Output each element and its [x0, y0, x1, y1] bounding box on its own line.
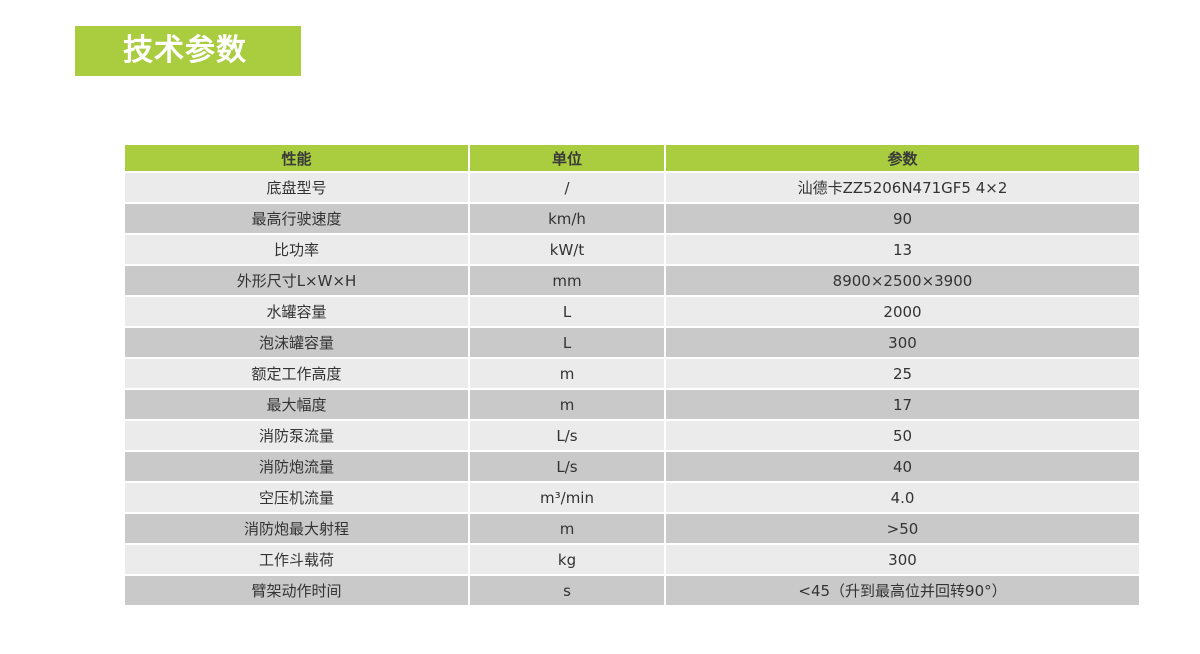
cell-performance: 外形尺寸L×W×H — [123, 264, 470, 297]
cell-performance: 空压机流量 — [123, 481, 470, 514]
table-row: 臂架动作时间 s <45（升到最高位并回转90°） — [123, 574, 1141, 607]
cell-parameter: 40 — [664, 450, 1141, 483]
table-row: 消防炮最大射程 m >50 — [123, 512, 1141, 545]
cell-unit: km/h — [468, 202, 666, 235]
cell-parameter: 汕德卡ZZ5206N471GF5 4×2 — [664, 171, 1141, 204]
cell-parameter: 4.0 — [664, 481, 1141, 514]
cell-performance: 水罐容量 — [123, 295, 470, 328]
table-row: 最大幅度 m 17 — [123, 388, 1141, 421]
spec-table: 性能 单位 参数 底盘型号 / 汕德卡ZZ5206N471GF5 4×2 最高行驶速度… — [123, 145, 1141, 607]
table-row: 泡沫罐容量 L 300 — [123, 326, 1141, 359]
cell-unit: L/s — [468, 419, 666, 452]
cell-performance: 额定工作高度 — [123, 357, 470, 390]
table-row: 工作斗载荷 kg 300 — [123, 543, 1141, 576]
table-row: 水罐容量 L 2000 — [123, 295, 1141, 328]
cell-performance: 底盘型号 — [123, 171, 470, 204]
cell-unit: m — [468, 357, 666, 390]
cell-unit: m — [468, 388, 666, 421]
cell-performance: 消防泵流量 — [123, 419, 470, 452]
table-row: 比功率 kW/t 13 — [123, 233, 1141, 266]
cell-unit: L — [468, 326, 666, 359]
cell-performance: 工作斗载荷 — [123, 543, 470, 576]
header-parameter: 参数 — [664, 145, 1141, 173]
cell-performance: 消防炮流量 — [123, 450, 470, 483]
cell-parameter: 25 — [664, 357, 1141, 390]
cell-parameter: 300 — [664, 326, 1141, 359]
cell-parameter: >50 — [664, 512, 1141, 545]
cell-performance: 臂架动作时间 — [123, 574, 470, 607]
cell-unit: m³/min — [468, 481, 666, 514]
cell-unit: s — [468, 574, 666, 607]
cell-parameter: 13 — [664, 233, 1141, 266]
cell-parameter: 2000 — [664, 295, 1141, 328]
cell-performance: 比功率 — [123, 233, 470, 266]
header-performance: 性能 — [123, 145, 470, 173]
cell-unit: / — [468, 171, 666, 204]
table-row: 最高行驶速度 km/h 90 — [123, 202, 1141, 235]
table-row: 消防炮流量 L/s 40 — [123, 450, 1141, 483]
cell-parameter: <45（升到最高位并回转90°） — [664, 574, 1141, 607]
table-row: 空压机流量 m³/min 4.0 — [123, 481, 1141, 514]
cell-parameter: 17 — [664, 388, 1141, 421]
table-row: 额定工作高度 m 25 — [123, 357, 1141, 390]
table-row: 底盘型号 / 汕德卡ZZ5206N471GF5 4×2 — [123, 171, 1141, 204]
table-row: 外形尺寸L×W×H mm 8900×2500×3900 — [123, 264, 1141, 297]
cell-parameter: 50 — [664, 419, 1141, 452]
cell-performance: 最大幅度 — [123, 388, 470, 421]
cell-performance: 最高行驶速度 — [123, 202, 470, 235]
cell-parameter: 8900×2500×3900 — [664, 264, 1141, 297]
cell-parameter: 300 — [664, 543, 1141, 576]
cell-parameter: 90 — [664, 202, 1141, 235]
cell-unit: kW/t — [468, 233, 666, 266]
table-row: 消防泵流量 L/s 50 — [123, 419, 1141, 452]
cell-unit: L/s — [468, 450, 666, 483]
page-title: 技术参数 — [75, 26, 301, 76]
cell-unit: L — [468, 295, 666, 328]
cell-performance: 消防炮最大射程 — [123, 512, 470, 545]
table-header: 性能 单位 参数 — [123, 145, 1141, 173]
cell-performance: 泡沫罐容量 — [123, 326, 470, 359]
cell-unit: m — [468, 512, 666, 545]
header-unit: 单位 — [468, 145, 666, 173]
cell-unit: mm — [468, 264, 666, 297]
cell-unit: kg — [468, 543, 666, 576]
